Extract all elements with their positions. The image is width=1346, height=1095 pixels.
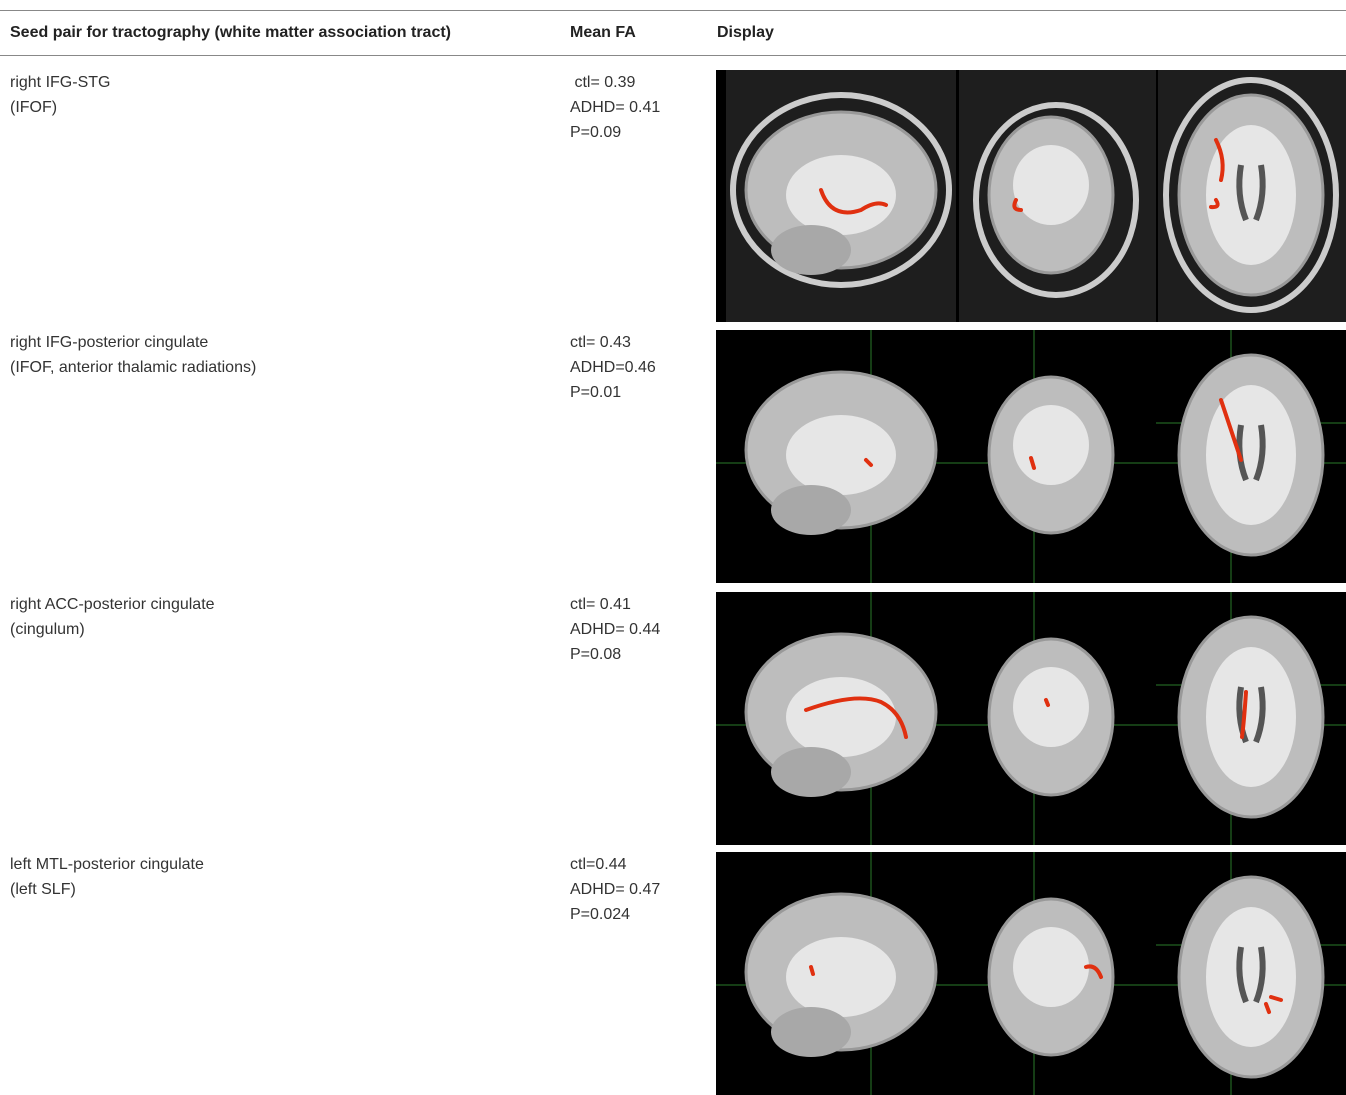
coronal-white-matter: [1013, 405, 1089, 485]
tract: [1084, 964, 1103, 979]
cell-line: (IFOF): [10, 99, 58, 116]
sagittal-white-matter: [786, 155, 896, 235]
tract: [804, 696, 908, 739]
tract: [809, 965, 815, 976]
ventricle: [1236, 686, 1266, 744]
cerebellum: [771, 485, 851, 535]
cerebellum: [771, 225, 851, 275]
tract: [1209, 138, 1225, 210]
axial-white-matter: [1206, 907, 1296, 1047]
cell-line: ADHD= 0.41: [570, 99, 661, 116]
ventricle: [1236, 946, 1266, 1004]
sagittal-white-matter: [786, 937, 896, 1017]
coronal-white-matter: [1013, 667, 1089, 747]
skull: [730, 92, 952, 288]
cell-line: P=0.01: [570, 384, 622, 401]
cell-line: right IFG-posterior cingulate: [10, 334, 209, 351]
tract: [1219, 398, 1243, 462]
axial-white-matter: [1206, 125, 1296, 265]
cell-line: ADHD= 0.44: [570, 621, 661, 638]
cell-line: left MTL-posterior cingulate: [10, 856, 204, 873]
brain-panel: [716, 70, 1346, 322]
brain-panel: [716, 592, 1346, 845]
cell-line: (cingulum): [10, 621, 85, 638]
ventricle: [1236, 164, 1266, 222]
tract: [1029, 456, 1036, 470]
cell-line: P=0.09: [570, 124, 622, 141]
seed-cell: right IFG-STG (IFOF): [10, 70, 110, 120]
cell-line: right IFG-STG: [10, 74, 111, 91]
cell-line: ctl= 0.39: [570, 74, 636, 91]
axial-white-matter: [1206, 647, 1296, 787]
header-rule: [0, 55, 1346, 56]
seed-cell: left MTL-posterior cingulate (left SLF): [10, 852, 204, 902]
tract: [819, 188, 888, 215]
cell-line: ADHD=0.46: [570, 359, 656, 376]
fa-cell: ctl=0.44 ADHD= 0.47 P=0.024: [570, 852, 660, 927]
brain-panel: [716, 852, 1346, 1095]
header-cell: Seed pair for tractography (white matter…: [10, 24, 451, 41]
skull: [973, 102, 1139, 298]
tract: [1044, 698, 1050, 707]
coronal-white-matter: [1013, 145, 1089, 225]
cell-line: ctl= 0.41: [570, 596, 631, 613]
cell-line: P=0.024: [570, 906, 631, 923]
cell-line: ctl=0.44: [570, 856, 627, 873]
cell-line: P=0.08: [570, 646, 622, 663]
sagittal-white-matter: [786, 677, 896, 757]
cerebellum: [771, 747, 851, 797]
skull: [1163, 77, 1339, 313]
tract: [1012, 198, 1023, 212]
seed-cell: right IFG-posterior cingulate (IFOF, ante…: [10, 330, 256, 380]
tract: [1264, 995, 1283, 1014]
cell-line: ADHD= 0.47: [570, 881, 661, 898]
brain-panel: [716, 330, 1346, 583]
cell-line: (left SLF): [10, 881, 76, 898]
tract: [1240, 690, 1248, 739]
cell-line: ctl= 0.43: [570, 334, 631, 351]
cell-line: right ACC-posterior cingulate: [10, 596, 215, 613]
fa-cell: ctl= 0.39 ADHD= 0.41 P=0.09: [570, 70, 660, 145]
fa-cell: ctl= 0.41 ADHD= 0.44 P=0.08: [570, 592, 660, 667]
cerebellum: [771, 1007, 851, 1057]
header-cell: Mean FA: [570, 24, 636, 41]
axial-white-matter: [1206, 385, 1296, 525]
header-cell: Display: [717, 24, 774, 41]
top-rule: [0, 10, 1346, 11]
cell-line: (IFOF, anterior thalamic radiations): [10, 359, 257, 376]
seed-cell: right ACC-posterior cingulate (cingulum): [10, 592, 215, 642]
sagittal-white-matter: [786, 415, 896, 495]
coronal-white-matter: [1013, 927, 1089, 1007]
fa-cell: ctl= 0.43 ADHD=0.46 P=0.01: [570, 330, 656, 405]
tract: [864, 458, 873, 467]
